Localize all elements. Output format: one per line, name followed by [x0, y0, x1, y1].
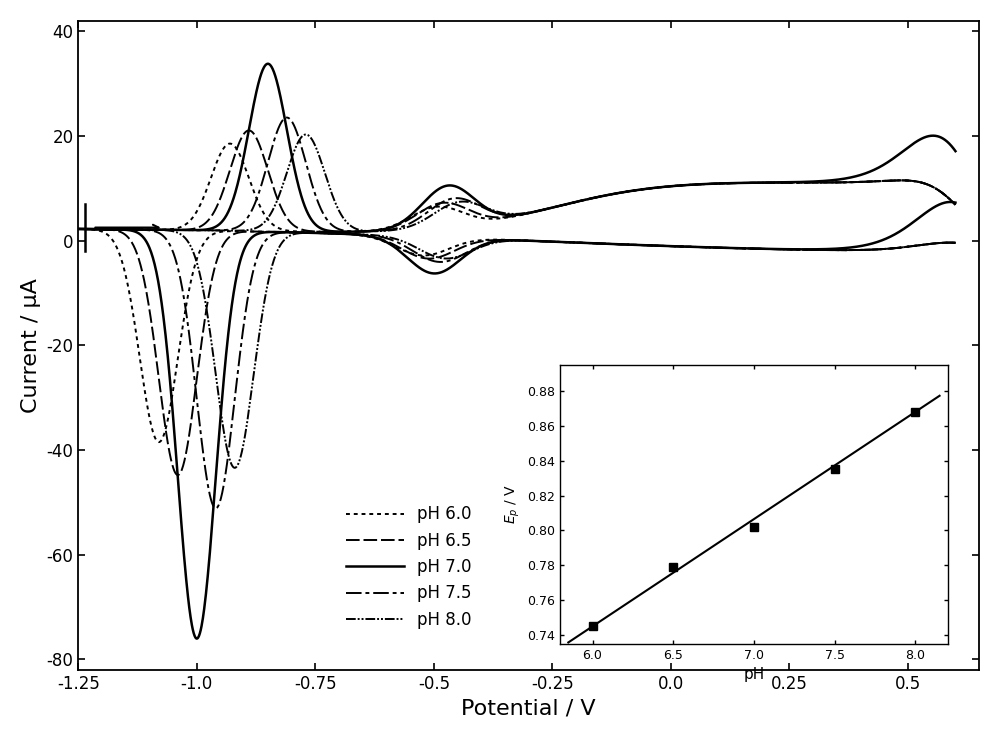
- Legend: pH 6.0, pH 6.5, pH 7.0, pH 7.5, pH 8.0: pH 6.0, pH 6.5, pH 7.0, pH 7.5, pH 8.0: [339, 499, 478, 636]
- X-axis label: Potential / V: Potential / V: [461, 698, 596, 718]
- Y-axis label: Current / μA: Current / μA: [21, 278, 41, 412]
